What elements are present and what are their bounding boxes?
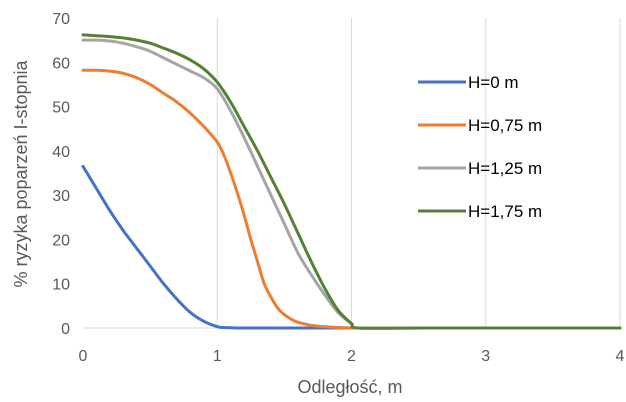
y-tick-label-50: 50: [52, 100, 70, 117]
y-axis-label: % ryzyka poparzeń I-stopnia: [11, 59, 31, 287]
series-lines: [81, 33, 622, 330]
y-tick-label-0: 0: [61, 321, 70, 338]
y-tick-label-40: 40: [52, 144, 70, 161]
x-tick-label-2: 2: [347, 348, 356, 365]
legend-label-2: H=0,75 m: [468, 116, 542, 135]
x-axis-label: Odległość, m: [297, 377, 402, 397]
legend-label-4: H=1,75 m: [468, 202, 542, 221]
x-tick-label-1: 1: [213, 348, 222, 365]
legend-label-3: H=1,25 m: [468, 159, 542, 178]
grid-lines: [216, 18, 621, 328]
legend: H=0 m H=0,75 m H=1,25 m H=1,75 m: [418, 73, 542, 221]
x-tick-label-3: 3: [481, 348, 490, 365]
y-tick-label-70: 70: [52, 11, 70, 28]
y-tick-label-10: 10: [52, 277, 70, 294]
y-tick-label-20: 20: [52, 232, 70, 249]
legend-label-1: H=0 m: [468, 73, 519, 92]
y-tick-label-60: 60: [52, 55, 70, 72]
x-tick-label-0: 0: [79, 348, 88, 365]
series-line-4: [81, 33, 622, 330]
x-tick-label-4: 4: [616, 348, 625, 365]
series-line-2: [81, 68, 622, 330]
y-tick-label-30: 30: [52, 188, 70, 205]
